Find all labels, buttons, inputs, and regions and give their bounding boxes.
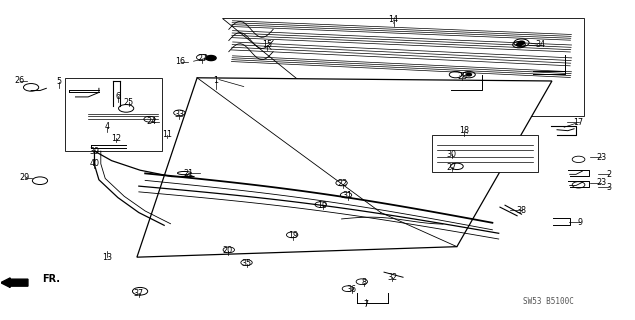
Polygon shape xyxy=(222,18,584,116)
Circle shape xyxy=(516,44,521,46)
Text: 34: 34 xyxy=(535,40,545,49)
Text: 4: 4 xyxy=(105,122,110,131)
Text: 40: 40 xyxy=(90,159,100,168)
Text: 37: 37 xyxy=(134,289,144,298)
Text: 22: 22 xyxy=(338,180,348,188)
Text: 9: 9 xyxy=(578,218,583,227)
Text: 25: 25 xyxy=(124,98,134,107)
Text: 11: 11 xyxy=(162,130,171,139)
Text: 36: 36 xyxy=(347,284,357,293)
Circle shape xyxy=(518,41,525,44)
Text: 3: 3 xyxy=(606,183,612,192)
Text: 30: 30 xyxy=(447,150,457,159)
Text: 24: 24 xyxy=(147,117,157,126)
Text: 32: 32 xyxy=(387,273,398,282)
Text: 26: 26 xyxy=(15,76,25,85)
Text: 33: 33 xyxy=(175,110,184,119)
Text: 27: 27 xyxy=(197,54,207,63)
Text: 20: 20 xyxy=(222,246,232,255)
Text: 13: 13 xyxy=(102,253,112,262)
Polygon shape xyxy=(65,78,163,151)
Text: 23: 23 xyxy=(596,179,606,188)
Text: 1: 1 xyxy=(213,76,218,85)
FancyArrow shape xyxy=(1,278,28,287)
Text: 15: 15 xyxy=(262,40,272,49)
Text: 10: 10 xyxy=(318,201,328,210)
Text: 17: 17 xyxy=(573,118,584,127)
Polygon shape xyxy=(432,135,538,172)
Text: 16: 16 xyxy=(176,57,185,66)
Text: 6: 6 xyxy=(116,92,121,101)
Text: 8: 8 xyxy=(362,278,367,287)
Text: FR.: FR. xyxy=(43,274,60,284)
Text: 29: 29 xyxy=(20,173,30,182)
Text: 12: 12 xyxy=(111,134,121,143)
Circle shape xyxy=(206,55,216,60)
Text: 38: 38 xyxy=(516,206,526,215)
Text: 23: 23 xyxy=(596,153,606,162)
Text: 31: 31 xyxy=(343,191,353,200)
Text: 18: 18 xyxy=(460,126,469,135)
Circle shape xyxy=(466,73,471,76)
Text: 19: 19 xyxy=(288,231,298,240)
Polygon shape xyxy=(137,78,552,257)
Text: SW53 B5100C: SW53 B5100C xyxy=(523,297,574,306)
Text: 39: 39 xyxy=(90,147,100,156)
Text: 14: 14 xyxy=(389,15,399,24)
Ellipse shape xyxy=(177,172,191,175)
Text: 27: 27 xyxy=(446,163,457,172)
Text: 2: 2 xyxy=(606,170,612,179)
Text: 35: 35 xyxy=(241,259,251,268)
Text: 5: 5 xyxy=(57,77,62,86)
Text: 7: 7 xyxy=(363,300,368,309)
Text: 21: 21 xyxy=(183,169,193,178)
Text: 28: 28 xyxy=(457,72,467,81)
